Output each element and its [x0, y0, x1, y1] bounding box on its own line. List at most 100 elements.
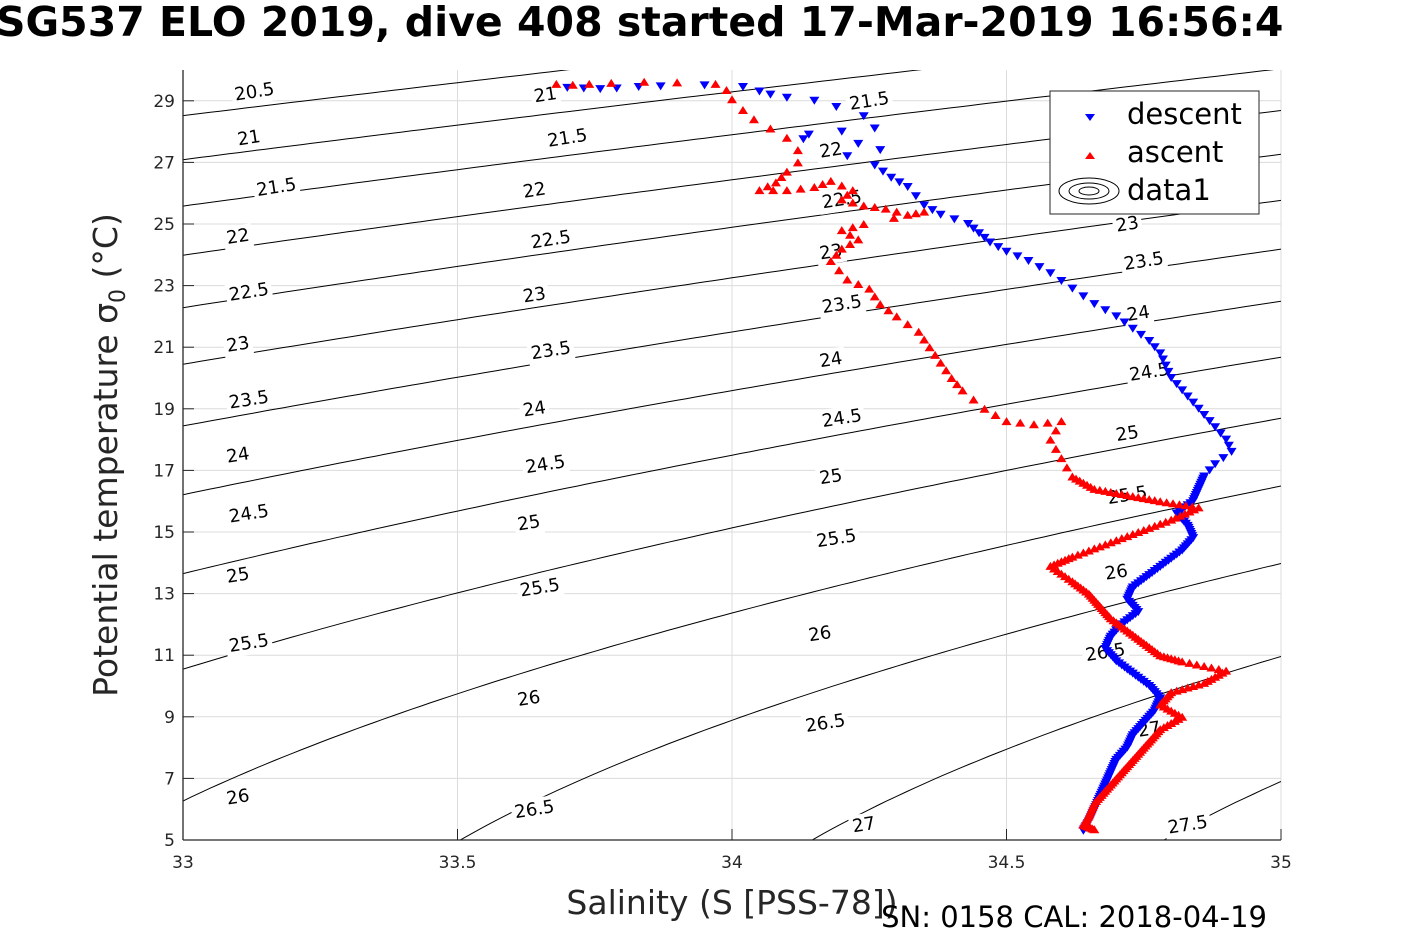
ascent-point [1028, 420, 1039, 429]
contour-label-bg [512, 509, 546, 537]
legend-ascent-marker [1085, 152, 1095, 159]
descent-point [655, 82, 666, 91]
descent-point [1089, 300, 1100, 309]
legend-data1-label: data1 [1127, 173, 1211, 207]
contour-label-text: 25.5 [518, 574, 561, 601]
ascent-point [551, 79, 562, 88]
descent-point [1223, 441, 1234, 450]
ascent-point [1089, 544, 1100, 553]
ascent-point [1111, 536, 1122, 545]
contour-label: 21.5 [251, 172, 301, 203]
contour-label-bg [1111, 420, 1144, 448]
contour-label-bg [1111, 210, 1144, 239]
ascent-point [941, 366, 952, 375]
contour-label-text: 24 [818, 348, 844, 372]
contour-label: 25.5 [811, 523, 861, 554]
contour-label-bg [847, 811, 880, 839]
contour-label-bg [811, 523, 861, 554]
contour-label-bg [529, 81, 562, 109]
ascent-point [792, 146, 803, 155]
descent-point [1166, 374, 1177, 382]
ascent-point [606, 78, 617, 87]
y-axis-label-main: Potential temperature σ [86, 303, 125, 697]
density-contours [183, 70, 1281, 840]
contour-label: 26 [1100, 558, 1133, 587]
ascent-point [1168, 499, 1179, 508]
ascent-point [1184, 658, 1195, 667]
ascent-point [768, 186, 779, 195]
contour-label-text: 27 [851, 813, 877, 837]
contour-label-bg [229, 77, 280, 108]
ascent-point [765, 124, 776, 133]
ascent-point [1171, 686, 1182, 695]
contour-label-bg [1122, 300, 1155, 328]
contour-label-text: 24 [521, 397, 547, 421]
ascent-point [979, 404, 990, 413]
contour-label-bg [844, 86, 894, 117]
ascent-point [1188, 682, 1199, 690]
contour-label: 26 [512, 685, 546, 713]
descent-point [836, 127, 847, 136]
descent-point [842, 152, 853, 161]
ascent-point [847, 198, 858, 207]
contour-line [183, 70, 571, 117]
contour-label: 22 [221, 223, 255, 251]
contour-label: 24.5 [520, 449, 570, 480]
descent-point [1199, 410, 1210, 419]
descent-point [1067, 284, 1078, 293]
ascent-point [1149, 521, 1160, 530]
ascent-point [910, 209, 921, 218]
ascent-point [919, 335, 930, 344]
contour-label: 25 [221, 561, 255, 590]
descent-point [803, 130, 814, 139]
ascent-point [883, 306, 894, 315]
contour-label-bg [800, 708, 850, 739]
ascent-point [737, 106, 748, 115]
contour-label: 27 [847, 811, 880, 839]
contour-label-text: 21.5 [255, 174, 298, 201]
descent-point [1144, 337, 1155, 346]
ascent-point [968, 395, 979, 404]
contour-line [183, 199, 1281, 365]
ascent-point [1045, 435, 1056, 444]
contour-label: 23.5 [817, 289, 867, 320]
ascent-point [869, 203, 880, 212]
contour-label: 22 [518, 176, 551, 205]
ascent-point [836, 181, 847, 190]
y-tick-label: 17 [153, 461, 175, 481]
contour-line [183, 417, 1281, 670]
contour-label: 24.5 [817, 403, 867, 434]
contour-line [183, 300, 1281, 496]
contour-label-text: 24.5 [228, 501, 271, 528]
contour-label-bg [518, 395, 551, 423]
descent-point [798, 135, 809, 144]
ascent-point [902, 320, 913, 329]
descent-point [1177, 386, 1188, 395]
ascent-point [888, 213, 899, 222]
contour-label: 24 [518, 395, 551, 423]
contour-label-bg [542, 123, 592, 154]
contour-label-bg [1124, 357, 1174, 388]
data-series [551, 77, 1237, 835]
ascent-point [847, 186, 858, 195]
descent-point [595, 85, 606, 94]
y-tick-label: 9 [164, 708, 175, 728]
tick-labels: 33 33.5 34 34.5 35 5 7 9 11 13 15 17 19 21 23 25 27 29 [153, 92, 1291, 873]
contour-label: 21 [232, 124, 266, 152]
descent-point [1127, 324, 1138, 333]
ascent-point [1133, 528, 1144, 536]
descent-point [1171, 380, 1182, 389]
y-axis-label-suffix: (°C) [86, 213, 125, 289]
ascent-point [792, 158, 803, 167]
descent-point [927, 206, 938, 215]
ascent-point [1180, 501, 1191, 510]
contour-label-text: 25.5 [228, 630, 271, 657]
contour-label-bg [509, 794, 559, 825]
ascent-point [1050, 444, 1061, 453]
contour-label-bg [224, 277, 274, 308]
descent-point [1221, 435, 1232, 444]
y-axis-label-text: Potential temperature σ0 (°C) [86, 213, 131, 697]
ascent-point [809, 183, 820, 192]
contour-label-text: 20.5 [233, 79, 276, 106]
x-tick-label: 34.5 [988, 853, 1026, 873]
